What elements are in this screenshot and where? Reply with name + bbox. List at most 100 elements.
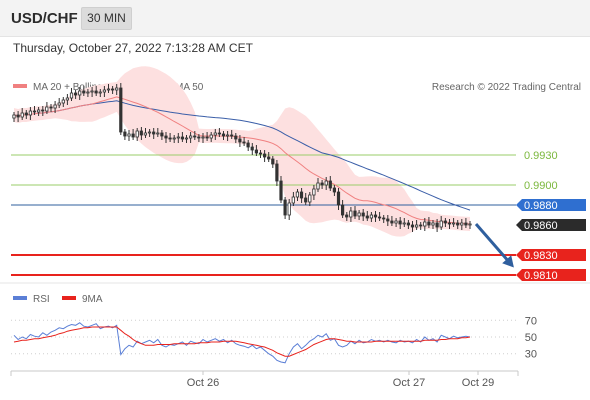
candle-body (295, 191, 300, 198)
candle-body (345, 214, 349, 218)
candle-body (205, 136, 209, 139)
candle-body (20, 112, 24, 118)
candle-body (78, 90, 82, 96)
candle (328, 176, 332, 191)
candle-body (45, 106, 49, 112)
candle-body (242, 141, 246, 144)
arrow-shaft (474, 223, 512, 264)
candle (369, 212, 374, 222)
candle-body (106, 88, 111, 91)
rsi-tick-label: 70 (525, 315, 537, 327)
candle (49, 104, 53, 112)
candle (324, 177, 328, 190)
candle (443, 218, 447, 227)
bollinger-band (14, 66, 470, 237)
rsi-lines (13, 322, 471, 364)
candle (238, 135, 242, 147)
candle (320, 180, 324, 189)
candle (152, 128, 156, 139)
level-tags: 0.9930 0.9900 0.9880 0.9830 0.9810 0.9860 (516, 150, 586, 282)
candle-body (291, 196, 295, 204)
rsi-gridlines (11, 319, 516, 355)
candle-body (193, 135, 197, 138)
candle (386, 215, 390, 226)
candle-body (390, 220, 394, 224)
candle-body (32, 110, 37, 113)
candle-body (353, 210, 357, 217)
candle (419, 222, 423, 230)
candle (172, 135, 176, 143)
candle-body (258, 152, 263, 155)
candle (135, 128, 139, 141)
candle-body (365, 215, 369, 219)
candle-body (377, 216, 382, 219)
candle (230, 130, 234, 139)
candle-body (221, 133, 226, 137)
candle (61, 97, 65, 107)
ma20-legend-label: MA 20 + Bollinger Bands (33, 82, 143, 93)
candle-body (406, 222, 411, 226)
candle-body (336, 191, 341, 206)
candle (217, 128, 221, 137)
candle-body (164, 135, 168, 139)
symbol-label: USD/CHF (11, 10, 78, 27)
candle-body (12, 114, 16, 119)
timeframe-button[interactable]: 30 MIN (81, 7, 132, 30)
candle (283, 197, 287, 219)
candle-body (234, 135, 238, 140)
candle-body (123, 131, 127, 137)
candle (287, 199, 291, 220)
candle-body (238, 138, 242, 143)
candle (176, 133, 180, 143)
arrow-head (502, 255, 514, 268)
candle-body (74, 92, 78, 96)
chart-datetime: Thursday, October 27, 2022 7:13:28 AM CE… (13, 41, 253, 55)
candle (32, 106, 37, 115)
rsi-legend-label: RSI (33, 294, 50, 305)
rsi-legend-swatch (13, 296, 27, 300)
candle-body (115, 87, 119, 91)
candle (205, 132, 209, 141)
candle (435, 219, 439, 232)
rsi-ma-legend-swatch (62, 296, 76, 300)
level-label-resistance: 0.9900 (524, 180, 558, 192)
candle-body (49, 106, 53, 109)
candle (427, 217, 431, 228)
time-tick-label: Oct 29 (462, 377, 494, 389)
rsi-legend: RSI 9MA (13, 294, 103, 305)
candle-body (139, 130, 143, 136)
candle (180, 132, 184, 142)
candle (102, 86, 106, 97)
candle-body (447, 222, 452, 225)
current-price-label: 0.9860 (524, 220, 558, 232)
candle-body (340, 204, 345, 216)
rsi-ma-legend-label: 9MA (82, 294, 103, 305)
credit-label: Research © 2022 Trading Central (432, 82, 581, 93)
candle-body (119, 87, 123, 133)
ma20-legend-swatch (13, 84, 27, 88)
candle (65, 94, 69, 105)
candle (115, 84, 119, 95)
level-tag-support (516, 249, 586, 261)
candle-body (308, 194, 312, 203)
candle (316, 178, 320, 192)
candle (213, 129, 217, 140)
candle (377, 212, 382, 221)
candle (143, 128, 147, 138)
candle-body (176, 136, 180, 139)
candle (402, 218, 406, 227)
candle-body (127, 133, 131, 137)
candle-body (184, 137, 189, 140)
candle-body (369, 214, 374, 219)
candlesticks (12, 83, 472, 232)
candle-body (410, 224, 415, 228)
candle (394, 218, 398, 227)
candle (242, 137, 246, 146)
candle (246, 140, 250, 151)
candle (184, 135, 189, 143)
candle-body (287, 202, 291, 216)
level-label-resistance: 0.9930 (524, 150, 558, 162)
candle (291, 192, 295, 206)
candle (225, 131, 230, 141)
